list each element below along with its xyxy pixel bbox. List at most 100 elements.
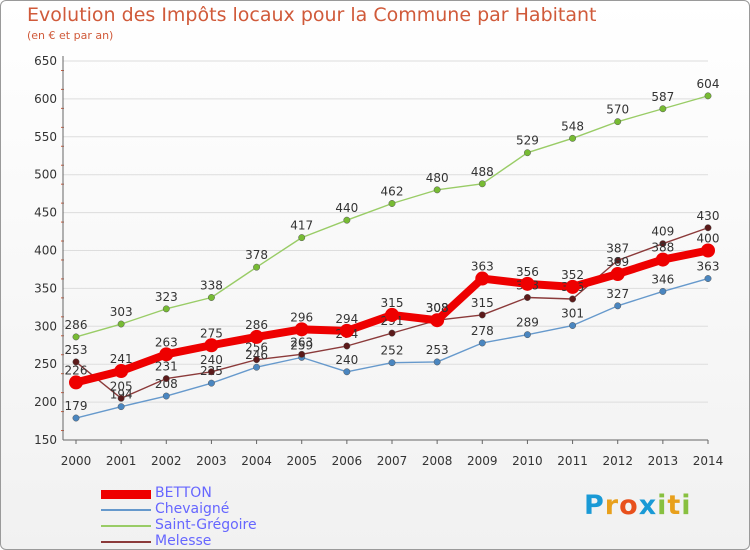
legend-item: BETTON <box>101 485 361 502</box>
legend-label: Melesse <box>155 533 212 549</box>
data-label: 240 <box>200 353 223 367</box>
data-label: 252 <box>381 344 404 358</box>
data-label: 356 <box>516 265 539 279</box>
data-point <box>520 276 535 291</box>
data-label: 256 <box>245 341 268 355</box>
data-point <box>72 358 80 366</box>
data-point <box>339 323 354 338</box>
data-label: 301 <box>561 307 584 321</box>
data-label: 529 <box>516 134 539 148</box>
data-label: 315 <box>471 296 494 310</box>
data-label: 286 <box>65 318 88 332</box>
data-label: 352 <box>561 268 584 282</box>
data-label: 570 <box>606 103 629 117</box>
data-label: 363 <box>697 260 720 274</box>
y-tick-label: 150 <box>34 433 57 447</box>
x-tick-label: 2004 <box>241 454 272 468</box>
data-label: 308 <box>426 301 449 315</box>
data-label: 315 <box>381 296 404 310</box>
data-point <box>207 368 215 376</box>
data-point <box>253 356 261 364</box>
legend-label: Saint-Grégoire <box>155 517 257 533</box>
data-point <box>388 329 396 337</box>
data-point <box>478 311 486 319</box>
data-point <box>204 338 219 353</box>
data-label: 278 <box>471 324 494 338</box>
data-point <box>565 279 580 294</box>
data-point <box>253 363 261 371</box>
data-label: 430 <box>697 209 720 223</box>
data-label: 604 <box>697 77 720 91</box>
y-tick-label: 550 <box>34 130 57 144</box>
data-point <box>614 256 622 264</box>
data-label: 303 <box>110 305 133 319</box>
data-label: 226 <box>65 363 88 377</box>
data-point <box>478 339 486 347</box>
y-tick-label: 200 <box>34 395 57 409</box>
data-label: 323 <box>155 290 178 304</box>
chart-title: Evolution des Impôts locaux pour la Comm… <box>27 4 597 26</box>
y-tick-label: 400 <box>34 244 57 258</box>
data-point <box>659 105 667 113</box>
y-tick-label: 600 <box>34 92 57 106</box>
x-tick-label: 2008 <box>422 454 453 468</box>
data-point <box>659 287 667 295</box>
data-point <box>704 92 712 100</box>
y-tick-label: 500 <box>34 168 57 182</box>
x-tick-label: 2013 <box>648 454 679 468</box>
legend-swatch <box>101 525 151 527</box>
data-point <box>69 375 83 390</box>
logo-letter: t <box>667 490 682 521</box>
x-tick-label: 2005 <box>286 454 317 468</box>
x-tick-label: 2014 <box>693 454 724 468</box>
y-tick-label: 300 <box>34 319 57 333</box>
data-point <box>523 331 531 339</box>
data-label: 296 <box>290 310 313 324</box>
data-point <box>72 333 80 341</box>
data-point <box>433 186 441 194</box>
data-point <box>117 394 125 402</box>
data-label: 388 <box>651 241 674 255</box>
data-point <box>207 379 215 387</box>
data-label: 240 <box>335 353 358 367</box>
data-label: 231 <box>155 360 178 374</box>
data-label: 253 <box>426 343 449 357</box>
data-label: 294 <box>335 312 358 326</box>
data-point <box>159 347 174 362</box>
data-point <box>704 224 712 232</box>
data-label: 289 <box>516 316 539 330</box>
data-label: 440 <box>335 201 358 215</box>
data-label: 417 <box>290 219 313 233</box>
x-tick-label: 2001 <box>106 454 137 468</box>
data-point <box>430 313 445 328</box>
data-point <box>162 305 170 313</box>
legend-item: Melesse <box>101 533 361 549</box>
data-label: 179 <box>65 399 88 413</box>
data-label: 286 <box>245 318 268 332</box>
x-tick-label: 2010 <box>512 454 543 468</box>
data-label: 205 <box>110 379 133 393</box>
data-label: 462 <box>381 185 404 199</box>
data-label: 409 <box>651 225 674 239</box>
data-label: 387 <box>606 241 629 255</box>
data-label: 263 <box>155 335 178 349</box>
data-label: 587 <box>651 90 674 104</box>
data-point <box>701 243 715 258</box>
data-point <box>72 414 80 422</box>
y-tick-label: 250 <box>34 357 57 371</box>
logo-letter: x <box>638 490 658 521</box>
data-point <box>659 240 667 248</box>
data-point <box>655 252 670 267</box>
y-tick-label: 350 <box>34 281 57 295</box>
x-tick-label: 2009 <box>467 454 498 468</box>
data-label: 253 <box>65 343 88 357</box>
data-point <box>475 271 490 286</box>
logo-letter: P <box>584 490 605 521</box>
x-tick-label: 2007 <box>377 454 408 468</box>
data-label: 338 <box>200 278 223 292</box>
legend-swatch <box>101 490 151 499</box>
x-tick-label: 2000 <box>61 454 92 468</box>
data-label: 327 <box>606 287 629 301</box>
